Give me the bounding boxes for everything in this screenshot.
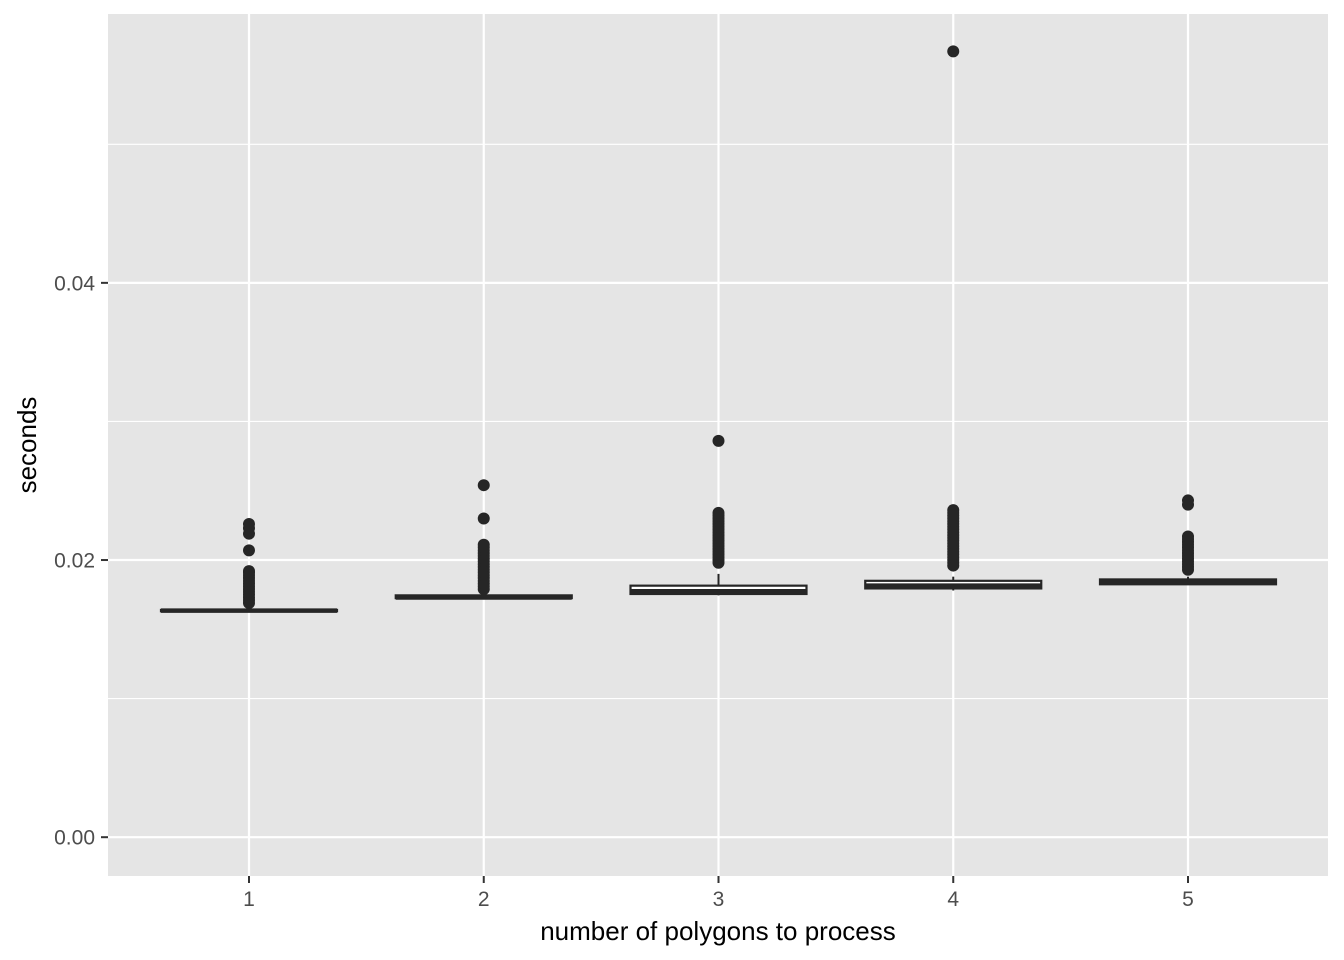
x-tick-label: 2 [478, 888, 490, 911]
outlier-point [477, 479, 490, 492]
outlier-point [712, 434, 725, 447]
x-axis: 1 2 3 4 5 [243, 876, 1194, 911]
box-2 [394, 479, 573, 600]
outlier-point [947, 504, 960, 517]
y-tick-label: 0.02 [54, 550, 95, 573]
box-series [159, 45, 1278, 613]
box-5 [1098, 494, 1278, 586]
outlier-point [712, 506, 725, 519]
outlier-point [243, 544, 255, 557]
outlier-point [947, 45, 960, 58]
outlier-point [477, 538, 490, 551]
x-tick-label: 3 [713, 888, 725, 911]
outlier-point [243, 517, 255, 530]
x-axis-title: number of polygons to process [540, 916, 896, 946]
outlier-point [243, 565, 255, 578]
box-1 [159, 517, 339, 613]
box-3 [629, 434, 808, 596]
outlier-point [1182, 494, 1194, 507]
y-tick-label: 0.04 [54, 272, 95, 295]
x-tick-label: 4 [947, 888, 959, 911]
x-tick-label: 1 [243, 888, 255, 911]
major-gridlines [108, 14, 1328, 876]
y-tick-label: 0.00 [54, 827, 95, 850]
x-tick-label: 5 [1182, 888, 1194, 911]
box-4 [864, 45, 1043, 591]
y-axis: 0.00 0.02 0.04 [54, 272, 108, 850]
outlier-point [1182, 530, 1194, 543]
outlier-point [477, 512, 490, 525]
y-axis-title: seconds [12, 397, 42, 494]
